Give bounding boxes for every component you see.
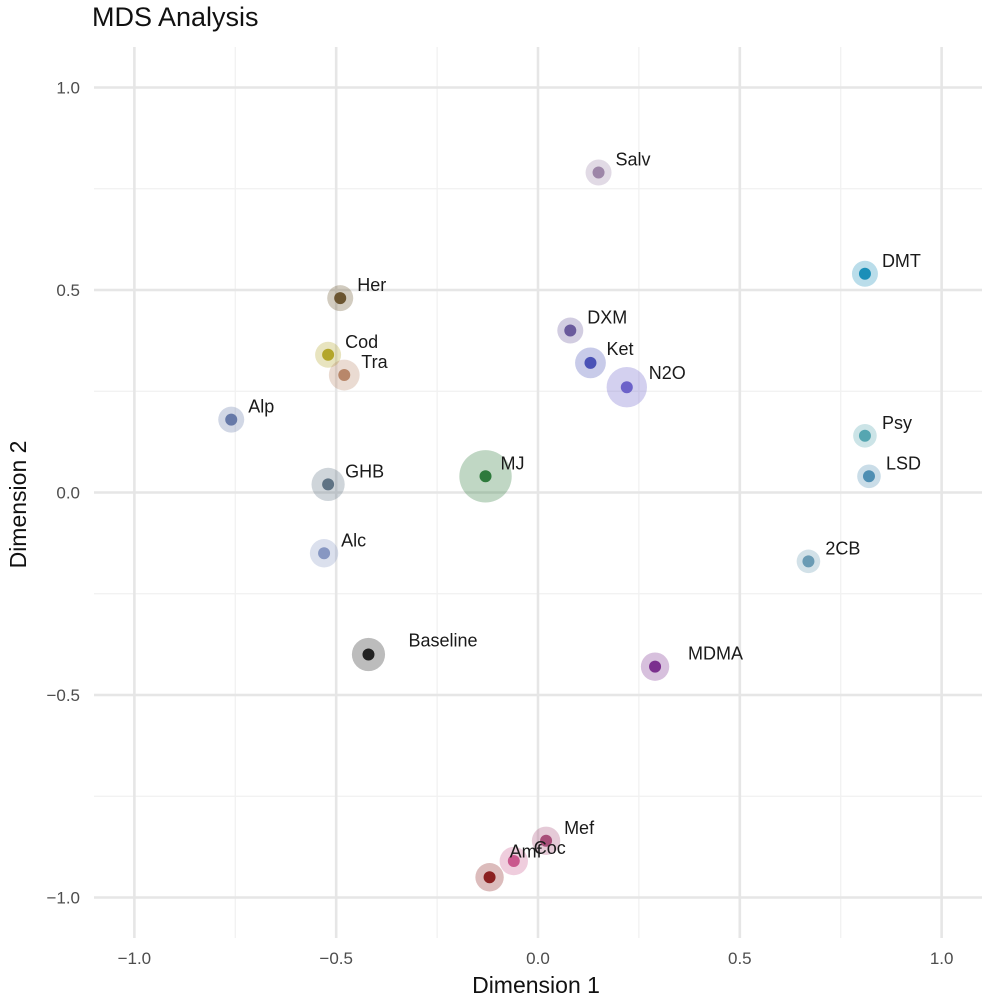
point-label: N2O [649,363,686,383]
point-label: Cod [345,332,378,352]
point-marker [507,855,520,868]
point-2cb [796,549,821,574]
point-marker [564,324,577,337]
x-tick-label: −1.0 [118,949,152,968]
y-tick-label: 0.0 [56,484,80,503]
point-label: Alc [341,530,366,550]
x-tick-label: 0.5 [728,949,752,968]
point-n2o [606,367,647,408]
axis-ticks: −1.0 −0.5 0.0 0.5 1.0 1.0 0.5 0.0 −0.5 −1.0 [46,79,953,969]
point-marker [858,267,871,280]
point-labels: Salv DMT Her DXM Cod Ket Tra N2O Alp Psy LSD MJ GHB A… [248,150,921,862]
point-marker [584,356,597,369]
point-label: Coc [534,838,566,858]
point-cod [315,341,342,368]
point-mj [459,450,512,503]
point-marker [322,348,335,361]
point-marker [322,478,335,491]
point-label: Salv [616,150,651,170]
point-dmt [851,260,878,287]
point-marker [483,871,496,884]
point-marker [862,470,875,483]
point-mef [531,826,561,855]
point-alp [218,406,245,433]
point-marker [620,381,633,394]
point-marker [338,369,351,382]
point-label: MDMA [688,644,743,664]
point-marker [592,166,605,179]
point-psy [853,424,877,448]
point-marker [858,429,871,442]
point-label: Baseline [408,631,477,651]
point-marker [479,470,492,483]
x-tick-label: 0.0 [526,949,550,968]
y-axis-title: Dimension 2 [5,441,31,569]
point-label: Tra [361,352,388,372]
point-label: Psy [882,413,912,433]
point-mdma [640,652,670,681]
point-marker [649,660,662,673]
point-label: DXM [587,308,627,328]
point-alc [309,539,339,568]
point-marker [318,547,331,560]
y-tick-label: 0.5 [56,281,80,300]
point-baseline [351,637,386,672]
point-amf [475,863,504,892]
point-label: Her [357,275,386,295]
grid [94,47,982,938]
point-ket [575,347,606,379]
point-label: Alp [248,397,274,417]
point-marker [540,834,553,847]
y-tick-label: 1.0 [56,79,80,98]
point-label: DMT [882,251,921,271]
point-marker [334,292,347,305]
x-axis-title: Dimension 1 [472,972,600,998]
point-ghb [311,467,345,501]
point-lsd [857,464,881,489]
point-dxm [557,317,584,344]
point-salv [585,159,612,186]
chart-title: MDS Analysis [92,2,259,32]
point-label: Amf [510,841,543,861]
y-tick-label: −0.5 [46,686,80,705]
point-tra [328,359,360,391]
point-her [327,285,354,312]
point-marker [362,648,375,661]
point-label: GHB [345,461,384,481]
point-label: MJ [501,453,525,473]
point-marker [225,413,238,426]
point-coc [499,846,528,876]
point-label: LSD [886,453,921,473]
point-marker [802,555,815,568]
y-tick-label: −1.0 [46,889,80,908]
x-tick-label: −0.5 [319,949,353,968]
x-tick-label: 1.0 [930,949,954,968]
point-label: Ket [606,339,633,359]
point-label: Mef [564,818,595,838]
point-label: 2CB [825,538,860,558]
data-points [218,159,881,892]
